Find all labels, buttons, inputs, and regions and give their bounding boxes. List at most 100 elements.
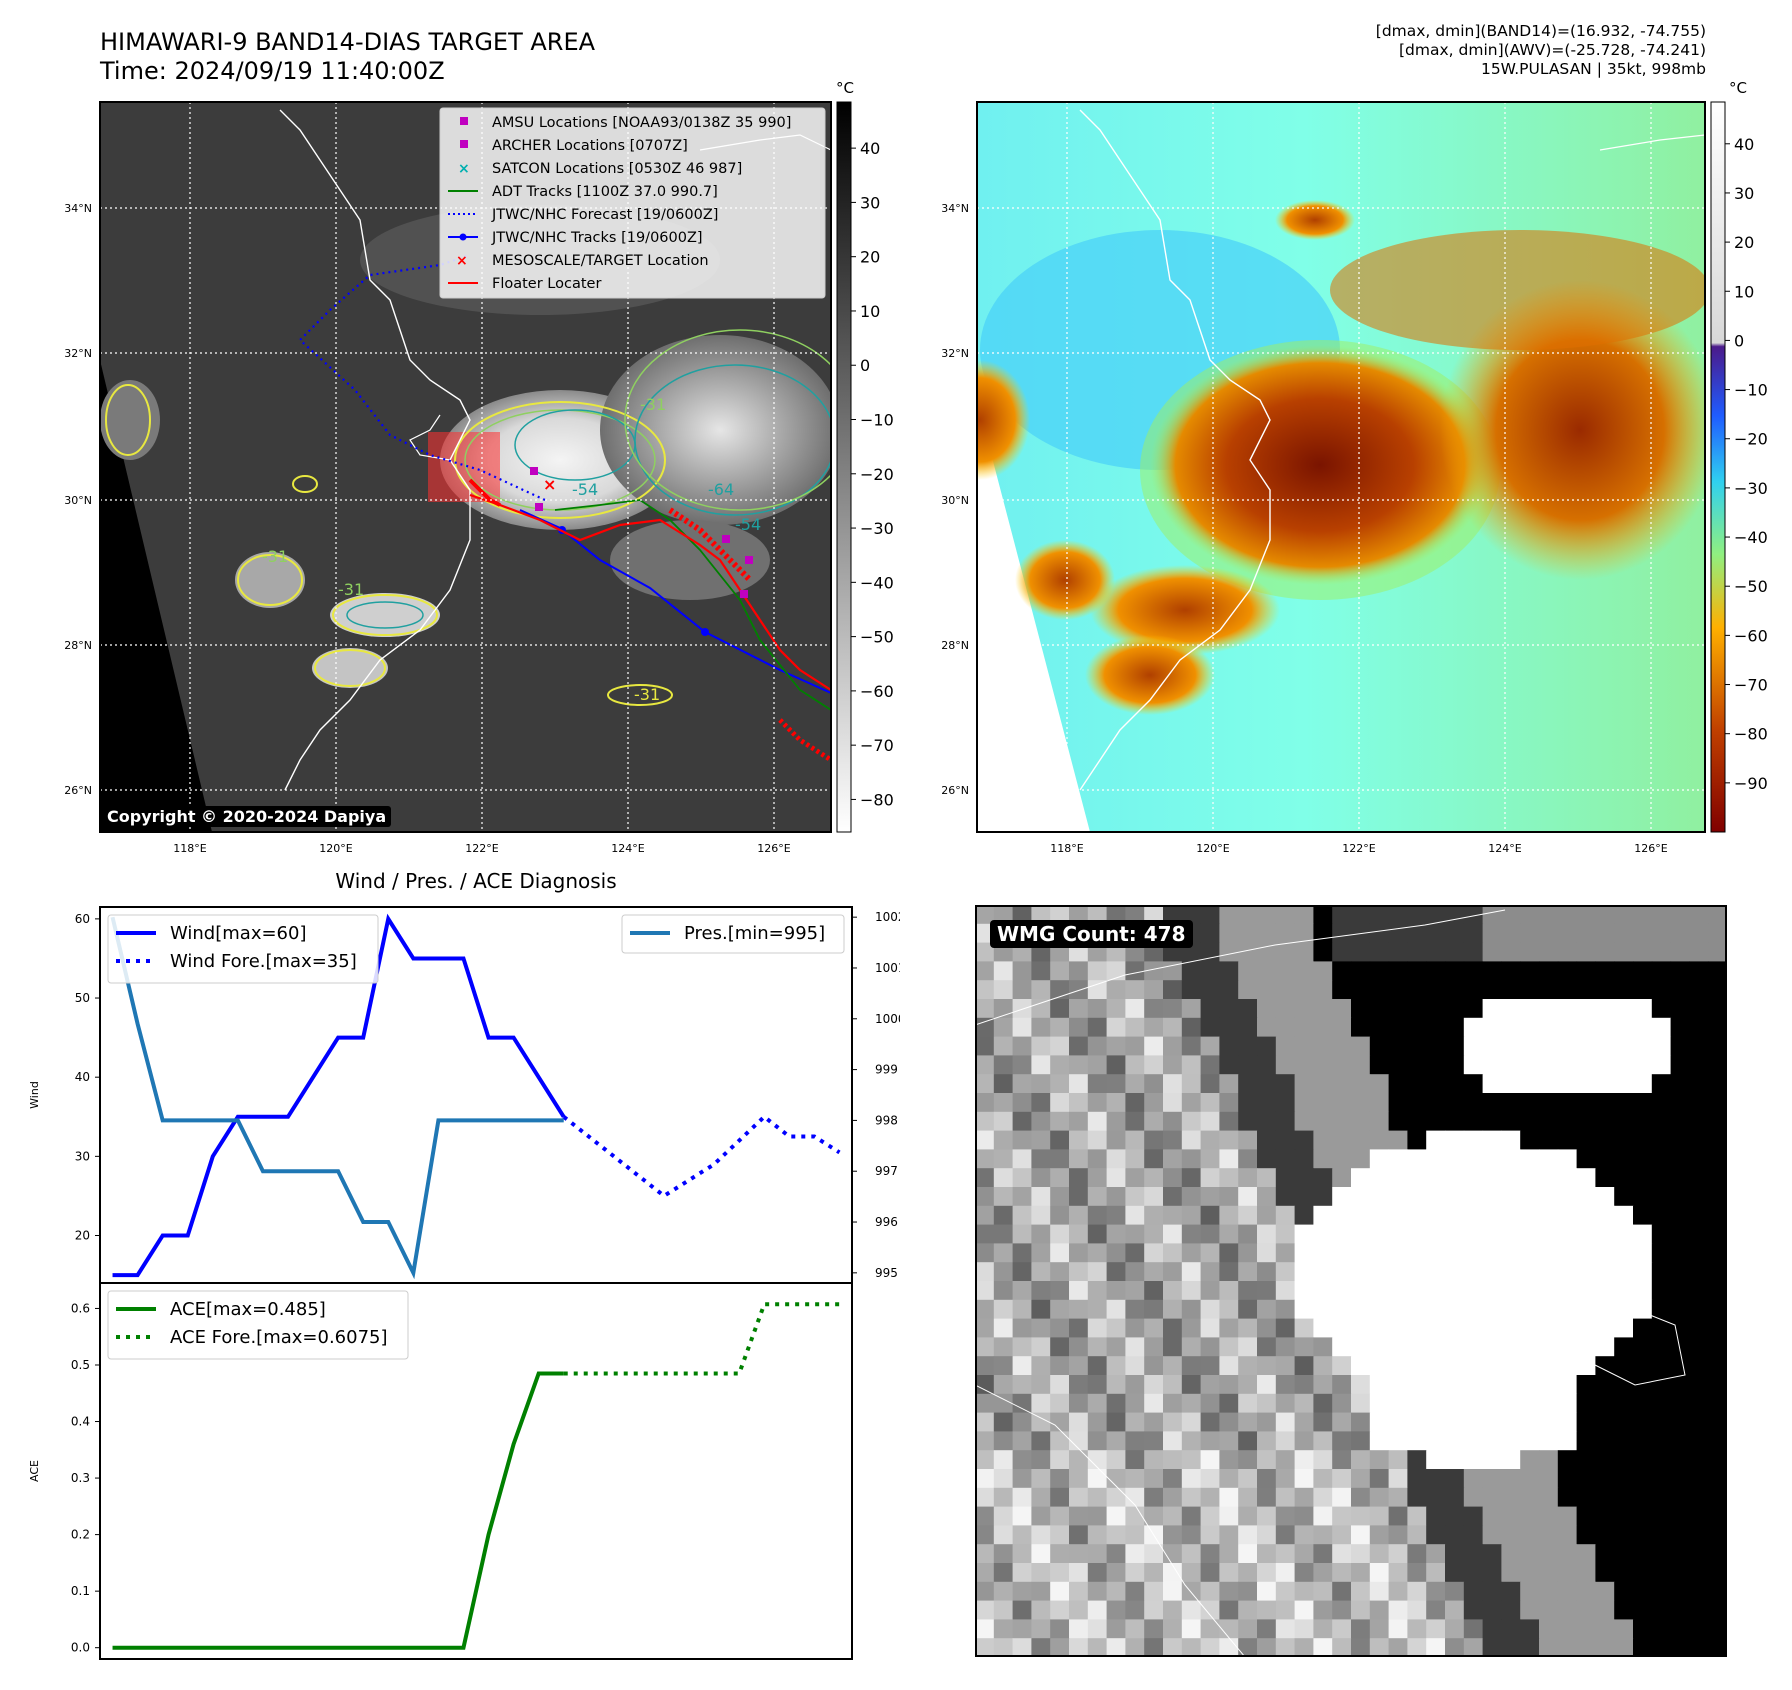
wmg-cell bbox=[1238, 1431, 1258, 1451]
wmg-cell bbox=[1031, 1318, 1051, 1338]
wmg-cell bbox=[1426, 1205, 1446, 1226]
wmg-cell bbox=[1445, 1111, 1465, 1132]
wmg-cell bbox=[1651, 1469, 1672, 1489]
wmg-cell bbox=[1501, 1563, 1521, 1583]
wmg-cell bbox=[1163, 1281, 1183, 1301]
wmg-cell bbox=[1520, 1544, 1540, 1564]
wmg-cell bbox=[1163, 1318, 1183, 1338]
wmg-cell bbox=[1388, 1412, 1408, 1432]
wmg-cell bbox=[1238, 1036, 1258, 1056]
wmg-cell bbox=[1200, 980, 1220, 1000]
wmg-cell bbox=[1388, 942, 1408, 962]
wmg-cell bbox=[1087, 1224, 1108, 1244]
wmg-cell bbox=[1351, 1149, 1371, 1169]
wmg-cell bbox=[1463, 1469, 1484, 1489]
wmg-cell bbox=[1595, 1149, 1615, 1169]
diagnosis-chart: Wind / Pres. / ACE Diagnosis 20304050609… bbox=[28, 869, 900, 1660]
wmg-cell bbox=[1539, 1093, 1559, 1113]
wmg-cell bbox=[1012, 1299, 1032, 1320]
wmg-cell bbox=[1087, 1262, 1108, 1282]
wmg-cell bbox=[1557, 1205, 1578, 1226]
wmg-cell bbox=[1595, 1356, 1615, 1376]
wmg-cell bbox=[1445, 1318, 1465, 1338]
wmg-cell bbox=[1689, 905, 1709, 925]
wmg-cell bbox=[1069, 1187, 1089, 1207]
wmg-cell bbox=[1181, 1149, 1202, 1169]
wmg-cell bbox=[1087, 1111, 1108, 1132]
wmg-cell bbox=[1595, 1168, 1615, 1188]
wmg-cell bbox=[1689, 1017, 1709, 1038]
wmg-cell bbox=[1031, 1431, 1051, 1451]
wmg-cell bbox=[1294, 1431, 1314, 1451]
wmg-cell bbox=[1633, 1506, 1653, 1526]
wmg-cell bbox=[993, 1375, 1014, 1395]
wmg-cell bbox=[1689, 1299, 1709, 1320]
wmg-cell bbox=[1520, 1393, 1540, 1414]
wmg-cell bbox=[1369, 1187, 1390, 1207]
wmg-cell bbox=[1576, 905, 1596, 925]
wmg-cell bbox=[1106, 1017, 1126, 1038]
wmg-cell bbox=[1651, 1055, 1672, 1075]
wmg-cell bbox=[1069, 1130, 1089, 1150]
wmg-cell bbox=[1689, 1393, 1709, 1414]
wmg-cell bbox=[1520, 1130, 1540, 1150]
wmg-cell bbox=[1407, 1187, 1427, 1207]
wmg-cell bbox=[1294, 1375, 1314, 1395]
wmg-cell bbox=[1106, 1544, 1126, 1564]
wmg-cell bbox=[1031, 1544, 1051, 1564]
wmg-cell bbox=[1332, 1224, 1352, 1244]
wmg-cell bbox=[1200, 1544, 1220, 1564]
wmg-cell bbox=[1031, 1375, 1051, 1395]
wmg-cell bbox=[1238, 1093, 1258, 1113]
wmg-cell bbox=[1050, 1393, 1070, 1414]
wmg-cell bbox=[1426, 1356, 1446, 1376]
wmg-cell bbox=[1633, 1017, 1653, 1038]
wmg-cell bbox=[1181, 1262, 1202, 1282]
wmg-cell bbox=[1539, 1450, 1559, 1470]
wmg-cell bbox=[1614, 1581, 1634, 1602]
colorbar-tick-label: −80 bbox=[860, 790, 894, 809]
wmg-cell bbox=[1557, 1450, 1578, 1470]
wmg-cell bbox=[1369, 999, 1390, 1019]
wmg-cell bbox=[1539, 1600, 1559, 1620]
wmg-cell bbox=[1106, 1487, 1126, 1508]
wmg-cell bbox=[1294, 1337, 1314, 1357]
wmg-cell bbox=[1614, 1017, 1634, 1038]
wmg-cell bbox=[1332, 1431, 1352, 1451]
wmg-cell bbox=[1426, 1412, 1446, 1432]
series-line-2 bbox=[110, 916, 564, 1280]
wmg-cell bbox=[1445, 1581, 1465, 1602]
wmg-cell bbox=[1407, 1619, 1427, 1639]
wmg-cell bbox=[1294, 1563, 1314, 1583]
wmg-cell bbox=[1520, 1055, 1540, 1075]
wmg-cell bbox=[1050, 1412, 1070, 1432]
wmg-cell bbox=[1238, 1262, 1258, 1282]
wmg-cell bbox=[1651, 1224, 1672, 1244]
wmg-cell bbox=[1595, 1544, 1615, 1564]
wmg-cell bbox=[1445, 1224, 1465, 1244]
colorbar-tick-label: −10 bbox=[860, 411, 894, 430]
wmg-cell bbox=[1557, 1036, 1578, 1056]
wmg-cell bbox=[1181, 1093, 1202, 1113]
wmg-cell bbox=[1238, 1581, 1258, 1602]
wmg-cell bbox=[1144, 1450, 1164, 1470]
wmg-cell bbox=[1576, 1356, 1596, 1376]
wmg-cell bbox=[1651, 905, 1672, 925]
wmg-cell bbox=[1313, 1205, 1333, 1226]
colorbar-tick-label: −50 bbox=[1734, 577, 1768, 596]
wmg-cell bbox=[1181, 999, 1202, 1019]
wmg-cell bbox=[1670, 1337, 1690, 1357]
wmg-cell bbox=[1633, 1544, 1653, 1564]
wmg-cell bbox=[1633, 1074, 1653, 1094]
wmg-cell bbox=[1708, 999, 1727, 1019]
wmg-cell bbox=[1125, 1393, 1145, 1414]
legend-box bbox=[107, 914, 379, 984]
wmg-cell bbox=[1557, 923, 1578, 944]
wmg-cell bbox=[1539, 1243, 1559, 1263]
wmg-cell bbox=[1125, 1168, 1145, 1188]
wmg-cell bbox=[1633, 1356, 1653, 1376]
wmg-cell bbox=[1125, 1638, 1145, 1657]
wmg-cell bbox=[1313, 1168, 1333, 1188]
wmg-cell bbox=[1614, 1337, 1634, 1357]
wmg-cell bbox=[1463, 1506, 1484, 1526]
